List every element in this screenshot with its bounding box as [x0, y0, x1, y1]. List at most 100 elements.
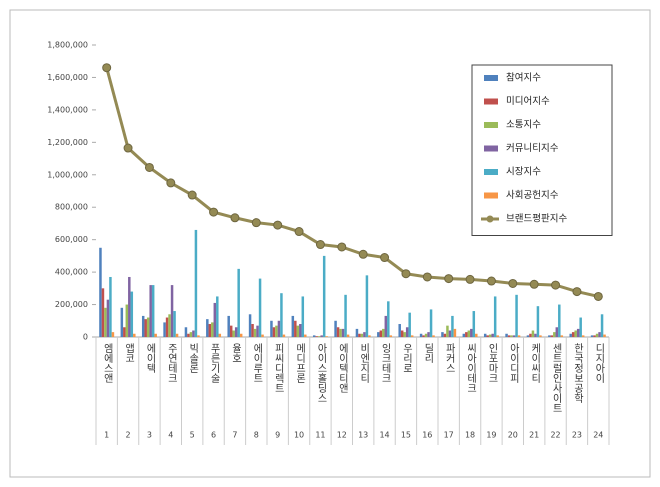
bar — [574, 330, 577, 337]
bar — [488, 334, 492, 337]
x-tick-label: 에이텍 — [144, 343, 156, 374]
category-number: 9 — [275, 431, 280, 440]
bar — [272, 327, 276, 337]
bar — [598, 332, 601, 337]
bar — [462, 333, 466, 337]
bar — [531, 330, 535, 337]
bar — [448, 330, 452, 337]
bar — [379, 330, 383, 337]
category-number: 10 — [294, 431, 304, 440]
bar — [277, 320, 281, 337]
bar — [165, 317, 169, 337]
bar — [550, 335, 554, 337]
y-tick-label: 400,000 — [55, 268, 88, 277]
category-number: 3 — [147, 431, 152, 440]
x-tick-label: 피씨디렉트 — [272, 343, 284, 393]
x-tick-label: 한국정보공학 — [571, 343, 583, 404]
bar — [101, 288, 105, 337]
line-marker — [187, 190, 197, 200]
bar — [377, 332, 380, 337]
bar — [451, 315, 454, 337]
bar — [365, 275, 369, 337]
category-number: 13 — [358, 431, 368, 440]
category-number: 22 — [550, 431, 560, 440]
category-number: 24 — [593, 431, 603, 440]
bar — [296, 325, 300, 337]
bar — [189, 332, 193, 337]
bar — [536, 306, 540, 337]
bar — [403, 332, 406, 337]
bar — [227, 315, 230, 337]
bar — [294, 320, 297, 337]
line-marker — [401, 269, 411, 279]
bar — [141, 315, 145, 337]
bar — [553, 332, 556, 337]
bar — [470, 328, 473, 337]
x-tick-label: 우리로 — [400, 343, 412, 373]
bar — [387, 301, 390, 337]
y-tick-label: 1,600,000 — [47, 73, 88, 82]
bar — [206, 319, 209, 337]
bar — [579, 317, 582, 337]
bar — [291, 315, 295, 337]
line-marker — [251, 218, 261, 228]
line-marker — [465, 274, 475, 284]
bar — [424, 333, 428, 337]
bar — [270, 320, 273, 337]
line-marker — [380, 253, 390, 263]
bar — [443, 333, 447, 337]
x-tick-label: 아이디피 — [507, 343, 519, 384]
bar — [571, 332, 575, 337]
bar — [472, 311, 476, 337]
legend-label: 사회공헌지수 — [506, 190, 559, 201]
x-tick-label: 메디프론 — [294, 343, 306, 383]
y-tick-label: 200,000 — [55, 300, 88, 309]
bar — [363, 332, 366, 337]
bar — [208, 324, 212, 337]
bar — [218, 333, 222, 337]
category-number: 20 — [508, 431, 518, 440]
bar — [175, 333, 179, 337]
legend-label: 참여지수 — [506, 72, 541, 84]
legend-label: 브랜드평판지수 — [506, 214, 567, 225]
bar — [581, 335, 585, 337]
bar — [239, 333, 243, 337]
category-number: 2 — [126, 431, 131, 440]
x-tick-label: 푸른기술 — [208, 343, 220, 383]
bar — [368, 335, 371, 337]
category-number: 1 — [104, 431, 109, 440]
bar — [382, 328, 385, 337]
x-tick-label: 디지아이 — [593, 343, 605, 384]
category-number: 6 — [211, 431, 216, 440]
bar — [510, 335, 513, 337]
bar — [529, 333, 532, 337]
bar — [144, 319, 147, 337]
category-number: 21 — [529, 431, 539, 440]
bar — [232, 330, 235, 337]
bar — [341, 328, 345, 337]
bar — [280, 293, 283, 337]
legend-marker — [484, 122, 498, 128]
bar — [187, 333, 190, 337]
bar — [315, 336, 318, 337]
bar — [133, 333, 136, 337]
bar — [163, 322, 166, 337]
bar — [197, 335, 200, 337]
bar — [99, 247, 102, 337]
x-tick-label: 빅솔론 — [187, 343, 199, 373]
bar — [111, 332, 115, 337]
bar — [358, 333, 361, 337]
bar — [125, 304, 129, 337]
bar — [483, 333, 487, 337]
x-tick-label: 파커스 — [443, 343, 455, 373]
bar — [491, 333, 494, 337]
line-marker — [486, 276, 496, 286]
bar — [398, 324, 401, 337]
line-marker — [123, 143, 133, 153]
bar — [282, 334, 286, 337]
x-tick-label: 케이씨티 — [529, 343, 541, 384]
bar — [275, 325, 278, 337]
bar — [123, 327, 126, 337]
category-number: 4 — [168, 431, 173, 440]
